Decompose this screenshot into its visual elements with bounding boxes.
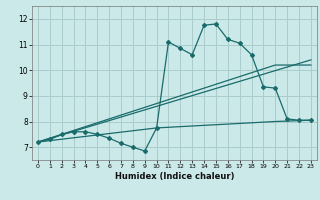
X-axis label: Humidex (Indice chaleur): Humidex (Indice chaleur) (115, 172, 234, 181)
